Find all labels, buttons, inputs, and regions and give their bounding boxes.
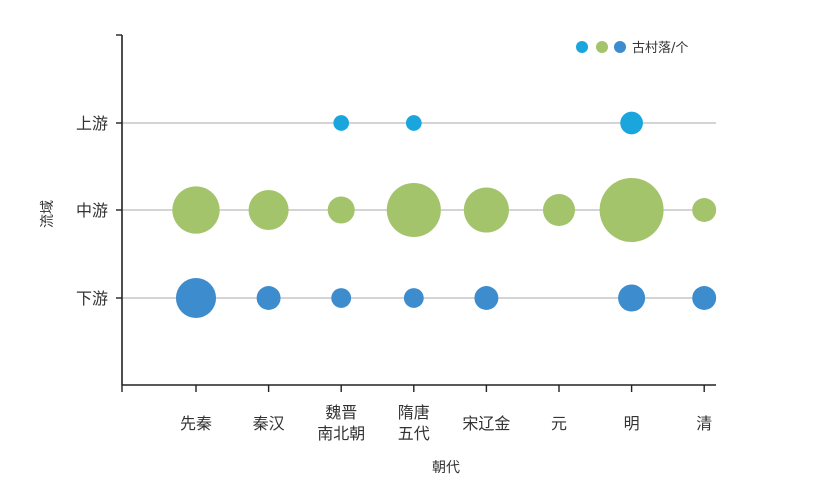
x-tick-label: 清 [696, 414, 712, 433]
legend-marker [614, 41, 626, 53]
bubble [331, 288, 352, 308]
bubble [474, 286, 499, 310]
bubble [463, 187, 509, 233]
x-tick-label: 南北朝 [317, 424, 365, 443]
bubble [256, 286, 281, 310]
y-tick-label: 中游 [76, 201, 108, 220]
bubble [620, 111, 643, 135]
bubble [618, 284, 646, 312]
x-tick-label: 秦汉 [253, 414, 285, 433]
x-tick-label: 明 [624, 414, 640, 433]
axes [116, 34, 716, 392]
legend: 古村落/个 [576, 41, 688, 56]
bubbles [172, 111, 717, 319]
x-tick-label: 先秦 [180, 414, 212, 433]
bubble [333, 115, 350, 131]
y-axis-title: 流域 [40, 200, 56, 228]
x-tick-label: 隋唐 [398, 403, 430, 422]
bubble [327, 196, 355, 224]
legend-label: 古村落/个 [632, 41, 688, 56]
bubble [599, 178, 664, 242]
bubble [405, 115, 422, 131]
bubble [386, 182, 441, 238]
bubble [692, 286, 717, 310]
x-axis-title: 朝代 [432, 460, 460, 476]
x-tick-label: 五代 [398, 424, 430, 443]
x-tick-label: 元 [551, 414, 567, 433]
y-tick-label: 下游 [76, 289, 108, 308]
y-tick-label: 上游 [76, 114, 108, 133]
bubble [172, 186, 220, 234]
bubble [692, 198, 717, 222]
x-tick-label: 宋辽金 [462, 414, 510, 433]
x-tick-label: 魏晋 [325, 403, 357, 422]
legend-marker [576, 41, 588, 53]
legend-marker [596, 41, 608, 53]
bubble [175, 277, 217, 319]
bubble [248, 189, 289, 231]
bubble [403, 288, 424, 308]
bubble [542, 193, 576, 227]
